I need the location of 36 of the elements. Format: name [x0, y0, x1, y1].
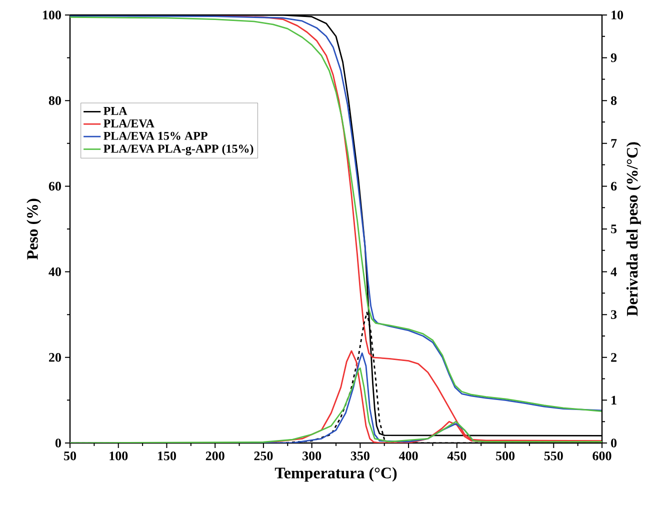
legend-label: PLA	[104, 106, 128, 115]
y2-tick-label: 5	[611, 224, 617, 234]
x-tick-label: 300	[302, 452, 322, 460]
x-tick-label: 450	[447, 452, 466, 460]
x-tick-label: 150	[158, 452, 176, 460]
y-tick-label: 0	[55, 438, 61, 448]
y-tick-label: 100	[43, 10, 61, 20]
x-tick-label: 550	[544, 452, 563, 460]
x-tick-label: 600	[592, 452, 612, 460]
y2-tick-label: 3	[611, 310, 617, 319]
y-axis-title: Peso (%)	[26, 198, 42, 260]
y2-tick-label: 8	[610, 96, 617, 105]
x-axis-title: Temperatura (°C)	[274, 467, 397, 482]
y-tick-label: 40	[48, 267, 61, 276]
x-tick-label: 400	[398, 452, 418, 460]
x-tick-label: 250	[254, 452, 273, 460]
legend-label: PLA/EVA	[104, 119, 154, 128]
x-tick-label: 50	[64, 452, 76, 460]
y-tick-label: 80	[48, 96, 61, 105]
x-tick-label: 200	[206, 452, 224, 460]
y2-tick-label: 6	[610, 182, 617, 191]
legend-label: PLA/EVA 15% APP	[104, 132, 208, 140]
y2-tick-label: 2	[611, 353, 616, 362]
y2-tick-label: 7	[611, 139, 617, 148]
y2-tick-label: 10	[612, 10, 624, 20]
x-tick-label: 500	[496, 452, 515, 460]
y-tick-label: 20	[49, 353, 61, 362]
y2-axis-title: Derivada del peso (%/°C)	[626, 142, 641, 316]
y2-tick-label: 1	[612, 396, 616, 404]
y2-tick-label: 9	[610, 53, 617, 62]
y-tick-label: 60	[48, 182, 61, 191]
y2-tick-label: 0	[611, 438, 617, 448]
x-tick-label: 350	[350, 452, 370, 460]
x-tick-label: 100	[110, 452, 128, 460]
y2-tick-label: 4	[610, 268, 617, 276]
legend-label: PLA/EVA PLA-g-APP (15%)	[104, 144, 254, 156]
